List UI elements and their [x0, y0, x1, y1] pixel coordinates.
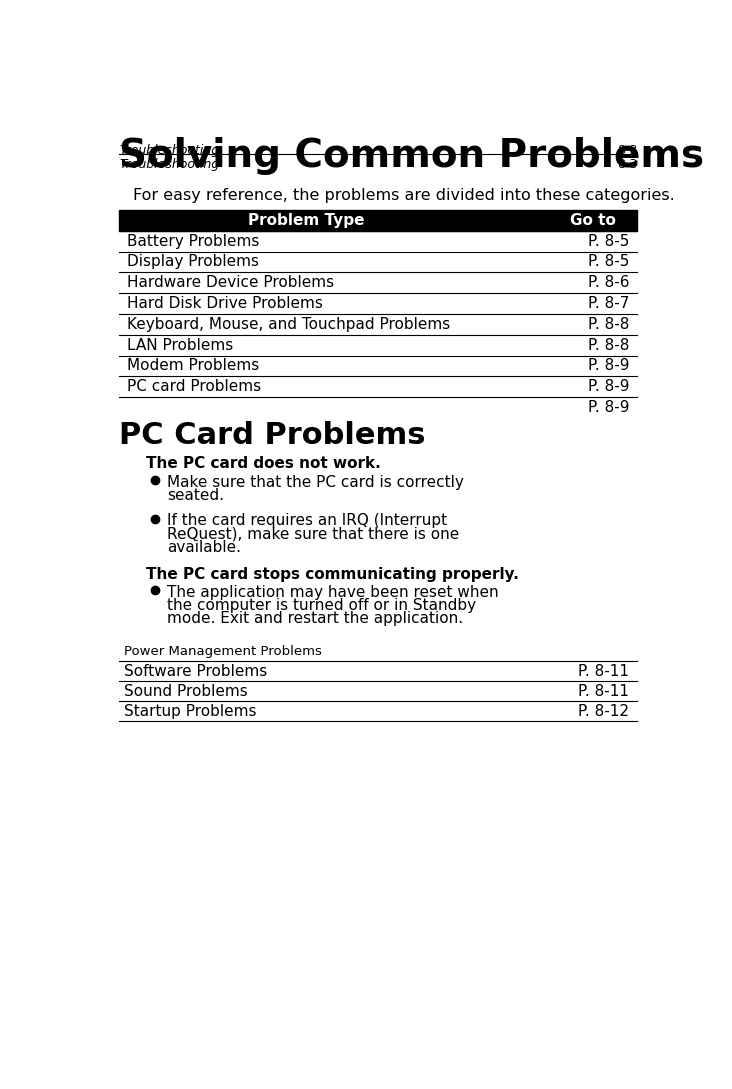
Text: seated.: seated.: [168, 488, 225, 503]
Text: P. 8-9: P. 8-9: [588, 358, 630, 374]
Text: Keyboard, Mouse, and Touchpad Problems: Keyboard, Mouse, and Touchpad Problems: [127, 317, 450, 332]
Text: ReQuest), make sure that there is one: ReQuest), make sure that there is one: [168, 526, 460, 541]
Text: Hardware Device Problems: Hardware Device Problems: [127, 276, 335, 291]
Text: P. 8-11: P. 8-11: [578, 663, 630, 678]
Text: PC Card Problems: PC Card Problems: [119, 421, 426, 450]
Text: Go to: Go to: [569, 212, 616, 228]
Text: If the card requires an IRQ (Interrupt: If the card requires an IRQ (Interrupt: [168, 513, 447, 528]
Text: Sound Problems: Sound Problems: [124, 684, 248, 699]
Text: P. 8-11: P. 8-11: [578, 684, 630, 699]
Text: Modem Problems: Modem Problems: [127, 358, 259, 374]
Bar: [119, 210, 637, 231]
Text: The PC card does not work.: The PC card does not work.: [146, 456, 381, 472]
Text: P. 8-9: P. 8-9: [588, 400, 630, 415]
Text: P. 8-9: P. 8-9: [588, 379, 630, 394]
Text: 8-3: 8-3: [617, 144, 637, 157]
Text: PC card Problems: PC card Problems: [127, 379, 261, 394]
Text: P. 8-6: P. 8-6: [588, 276, 630, 291]
Text: For easy reference, the problems are divided into these categories.: For easy reference, the problems are div…: [133, 188, 675, 204]
Text: Solving Common Problems: Solving Common Problems: [119, 137, 704, 175]
Text: P. 8-5: P. 8-5: [588, 255, 630, 269]
Text: P. 8-8: P. 8-8: [588, 338, 630, 353]
Text: The application may have been reset when: The application may have been reset when: [168, 585, 499, 600]
Text: P. 8-7: P. 8-7: [588, 296, 630, 311]
Text: mode. Exit and restart the application.: mode. Exit and restart the application.: [168, 611, 463, 626]
Text: the computer is turned off or in Standby: the computer is turned off or in Standby: [168, 598, 477, 613]
Text: Hard Disk Drive Problems: Hard Disk Drive Problems: [127, 296, 323, 311]
Text: available.: available.: [168, 539, 242, 554]
Text: Troubleshooting: Troubleshooting: [119, 158, 220, 171]
Text: Display Problems: Display Problems: [127, 255, 259, 269]
Text: P. 8-5: P. 8-5: [588, 234, 630, 248]
Text: Troubleshooting: Troubleshooting: [119, 144, 220, 157]
Text: LAN Problems: LAN Problems: [127, 338, 234, 353]
Text: 8-3: 8-3: [617, 158, 637, 171]
Text: Make sure that the PC card is correctly: Make sure that the PC card is correctly: [168, 475, 464, 490]
Text: Software Problems: Software Problems: [124, 663, 267, 678]
Text: Problem Type: Problem Type: [247, 212, 364, 228]
Text: Startup Problems: Startup Problems: [124, 703, 256, 719]
Text: Battery Problems: Battery Problems: [127, 234, 260, 248]
Text: Power Management Problems: Power Management Problems: [124, 645, 322, 658]
Text: P. 8-12: P. 8-12: [578, 703, 630, 719]
Text: The PC card stops communicating properly.: The PC card stops communicating properly…: [146, 566, 519, 582]
Text: P. 8-8: P. 8-8: [588, 317, 630, 332]
